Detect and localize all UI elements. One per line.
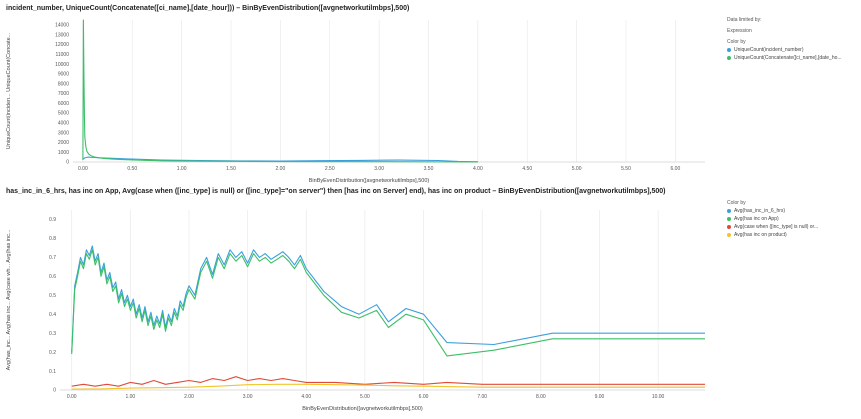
legend-swatch-icon [727,233,731,237]
x-tick-label: 0.50 [127,166,137,172]
y-tick-label: 4000 [58,121,69,127]
x-tick-label: 2.50 [325,166,335,172]
x-tick-label: 0.00 [78,166,88,172]
y-tick-label: 8000 [58,81,69,87]
y-tick-label: 0 [66,160,69,166]
series-line [82,156,478,163]
chart2-title: has_inc_in_6_hrs, has inc on App, Avg(ca… [6,188,666,195]
legend-label: UniqueCount(Concatenate([ci_name],[date_… [734,55,842,61]
legend-label: UniqueCount(incident_number) [734,47,804,53]
y-tick-label: 0 [53,388,56,394]
y-tick-label: 10000 [55,62,69,68]
x-tick-label: 4.00 [473,166,483,172]
legend-item[interactable]: Avg(has_inc_in_6_hrs) [727,207,818,215]
legend-header: Data limited by: [727,17,762,23]
x-tick-label: 0.00 [67,394,77,400]
x-tick-label: 5.50 [621,166,631,172]
y-tick-label: 0.4 [49,312,56,318]
x-tick-label: 7.00 [477,394,487,400]
y-tick-label: 12000 [55,42,69,48]
series-line [71,383,705,390]
x-tick-label: 3.00 [374,166,384,172]
x-tick-label: 9.00 [595,394,605,400]
legend-item[interactable]: Avg(has inc on product) [727,231,818,239]
legend-label: Avg(has inc on App) [734,216,779,222]
x-tick-label: 2.00 [276,166,286,172]
y-tick-label: 0.1 [49,369,56,375]
legend-header: Expression [727,28,752,34]
y-tick-label: 13000 [55,32,69,38]
legend-header: Color by [727,39,746,45]
y-tick-label: 11000 [55,52,69,58]
legend-swatch-icon [727,48,731,52]
y-tick-label: 0.6 [49,274,56,280]
series-line [71,245,705,353]
chart1-title: incident_number, UniqueCount(Concatenate… [6,5,410,12]
legend-item[interactable]: UniqueCount(Concatenate([ci_name],[date_… [727,54,842,62]
y-tick-label: 5000 [58,111,69,117]
chart2-legend: Color by Avg(has_inc_in_6_hrs) Avg(has inc… [727,199,818,239]
y-tick-label: 0.5 [49,293,56,299]
legend-item[interactable]: Avg(has inc on App) [727,215,818,223]
series-line [71,376,705,387]
legend-header: Color by [727,200,746,206]
x-tick-label: 1.00 [177,166,187,172]
legend-label: Avg(has_inc_in_6_hrs) [734,208,786,214]
legend-swatch-icon [727,225,731,229]
y-tick-label: 0.7 [49,255,56,261]
y-axis-label: Avg(has_inc... Avg(has inc... Avg(case w… [6,229,12,370]
x-tick-label: 5.00 [360,394,370,400]
y-tick-label: 0.2 [49,350,56,356]
x-tick-label: 2.00 [184,394,194,400]
chart1-plot: 0.00 0.50 1.00 1.50 2.00 2.50 3.00 3.50 4.00 4.50… [6,19,705,184]
legend-swatch-icon [727,217,731,221]
x-tick-label: 5.00 [572,166,582,172]
y-tick-label: 0.9 [49,217,56,223]
legend-label: Avg(has inc on product) [734,232,787,238]
y-tick-label: 14000 [55,23,69,29]
x-tick-label: 10.00 [652,394,665,400]
legend-item[interactable]: Avg(case when ([inc_type] is null) or... [727,223,818,231]
series-line [82,19,478,163]
chart1-legend: Data limited by: Expression Color by Unique… [727,16,842,62]
x-tick-label: 1.00 [125,394,135,400]
y-tick-label: 0.3 [49,331,56,337]
x-tick-label: 3.50 [424,166,434,172]
x-tick-label: 8.00 [536,394,546,400]
y-tick-label: 9000 [58,72,69,78]
y-tick-label: 1000 [58,150,69,156]
y-tick-label: 2000 [58,140,69,146]
legend-swatch-icon [727,209,731,213]
legend-label: Avg(case when ([inc_type] is null) or... [734,224,819,230]
x-axis-label: BinByEvenDistribution([avgnetworkutilmbp… [302,406,423,412]
series-line [71,249,705,357]
x-tick-label: 3.00 [243,394,253,400]
x-tick-label: 6.00 [671,166,681,172]
legend-item[interactable]: UniqueCount(incident_number) [727,46,842,54]
y-tick-label: 0.8 [49,236,56,242]
x-tick-label: 1.50 [226,166,236,172]
x-axis-label: BinByEvenDistribution([avgnetworkutilmbp… [309,178,430,184]
x-tick-label: 6.00 [419,394,429,400]
x-tick-label: 4.00 [301,394,311,400]
x-tick-label: 4.50 [522,166,532,172]
y-tick-label: 6000 [58,101,69,107]
y-tick-label: 7000 [58,91,69,97]
y-tick-label: 3000 [58,130,69,136]
legend-swatch-icon [727,56,731,60]
y-axis-label: UniqueCount(inciden... UniqueCount(Conca… [6,32,12,149]
